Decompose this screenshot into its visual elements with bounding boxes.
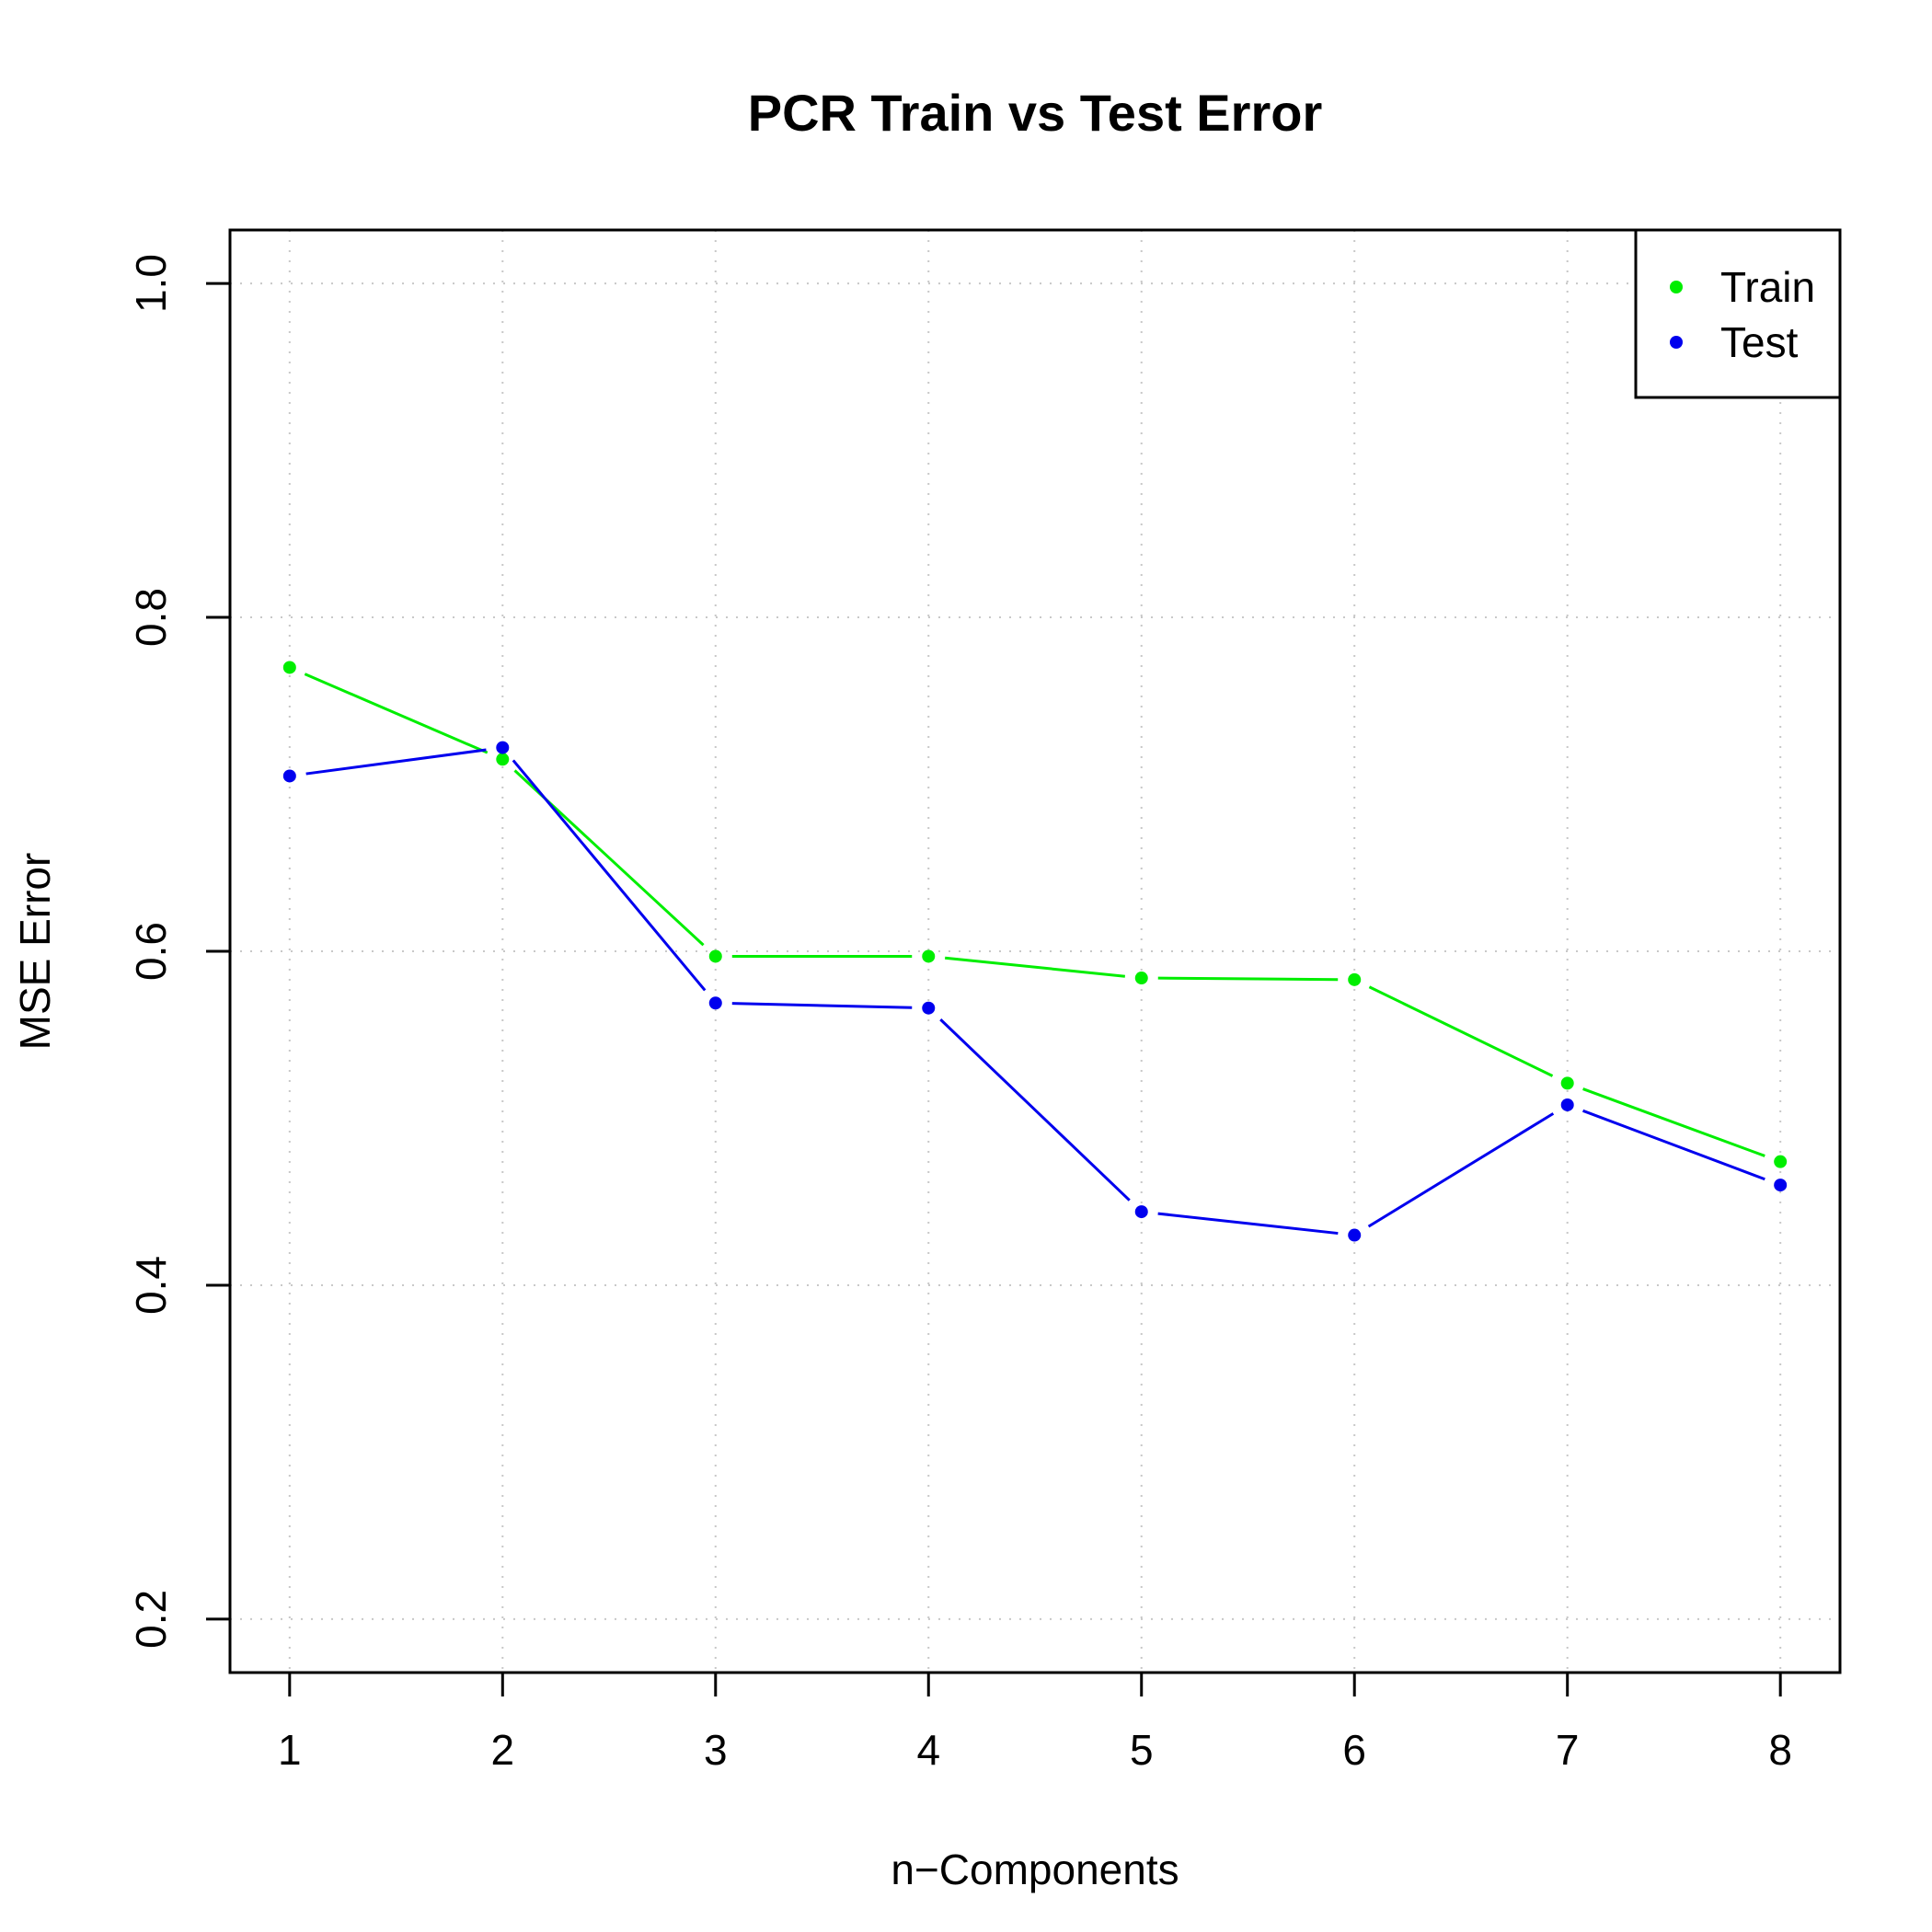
data-point (496, 753, 510, 766)
data-point (1774, 1155, 1788, 1168)
y-axis: 0.2 0.4 0.6 0.8 1.0 (127, 254, 230, 1649)
data-point (922, 949, 936, 963)
series-line-segment (1157, 1212, 1339, 1236)
x-tick-label: 7 (1556, 1726, 1580, 1774)
x-tick-label: 1 (278, 1726, 302, 1774)
x-tick-label: 5 (1130, 1726, 1154, 1774)
data-point (1134, 972, 1148, 985)
y-axis-label: MSE Error (11, 853, 59, 1051)
y-tick-label: 0.6 (127, 922, 175, 981)
legend-marker (1670, 336, 1683, 349)
y-tick-label: 0.2 (127, 1590, 175, 1649)
legend: Train Test (1634, 228, 1842, 399)
series-line-segment (1582, 1087, 1765, 1157)
series-line-segment (1368, 985, 1554, 1077)
series-line-segment (304, 673, 489, 754)
data-point (282, 769, 296, 783)
data-point (1560, 1076, 1574, 1090)
series-line-segment (731, 1002, 913, 1009)
x-tick-label: 6 (1342, 1726, 1366, 1774)
legend-box (1634, 228, 1842, 399)
series-train (282, 661, 1788, 1168)
x-tick-label: 4 (916, 1726, 940, 1774)
data-point (708, 949, 722, 963)
series-line-segment (305, 748, 487, 776)
series-line-segment (1157, 976, 1339, 982)
data-point (708, 996, 722, 1010)
y-tick-label: 0.8 (127, 588, 175, 647)
data-point (922, 1001, 936, 1015)
data-point (1774, 1179, 1788, 1192)
x-tick-label: 2 (490, 1726, 514, 1774)
data-point (496, 741, 510, 754)
data-point (1348, 972, 1362, 986)
data-point (1348, 1228, 1362, 1242)
legend-marker (1670, 281, 1683, 293)
x-tick-label: 3 (704, 1726, 728, 1774)
x-axis-label: n−Components (891, 1846, 1179, 1893)
data-point (1134, 1205, 1148, 1219)
x-tick-label: 8 (1768, 1726, 1792, 1774)
x-axis: 1 2 3 4 5 6 7 8 (278, 1673, 1792, 1774)
y-tick-label: 1.0 (127, 254, 175, 313)
data-point (282, 661, 296, 674)
legend-label: Test (1720, 318, 1799, 366)
y-tick-label: 0.4 (127, 1256, 175, 1315)
legend-label: Train (1720, 263, 1815, 311)
series-line-segment (1582, 1109, 1765, 1181)
chart-title: PCR Train vs Test Error (748, 84, 1323, 142)
series-line-segment (512, 759, 707, 992)
series-line-segment (945, 956, 1125, 978)
series-line-segment (939, 1018, 1131, 1202)
series-line-segment (1367, 1112, 1555, 1228)
series-layer (282, 661, 1788, 1242)
series-test (282, 741, 1788, 1242)
data-point (1560, 1098, 1574, 1111)
